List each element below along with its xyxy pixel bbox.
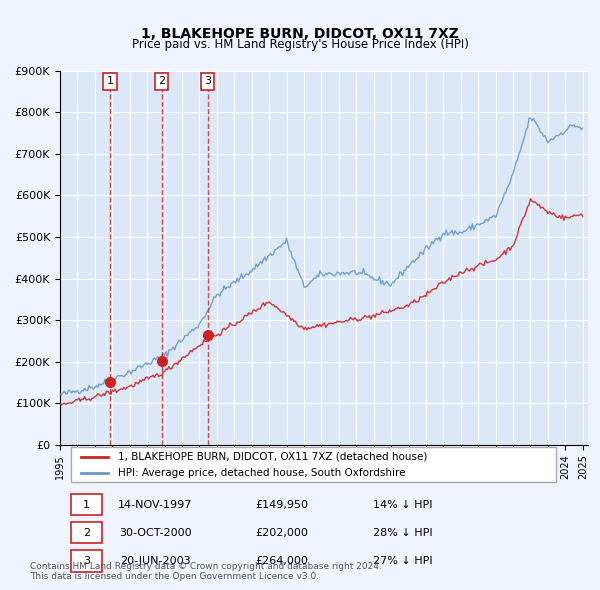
Text: 1: 1 [107,76,113,86]
Text: 28% ↓ HPI: 28% ↓ HPI [373,528,433,538]
Text: 1: 1 [83,500,90,510]
Text: 3: 3 [204,76,211,86]
Text: 14-NOV-1997: 14-NOV-1997 [118,500,192,510]
Text: £264,000: £264,000 [256,556,308,566]
Text: £149,950: £149,950 [255,500,308,510]
Text: Contains HM Land Registry data © Crown copyright and database right 2024.: Contains HM Land Registry data © Crown c… [30,562,382,571]
Text: 2: 2 [158,76,165,86]
Text: 1, BLAKEHOPE BURN, DIDCOT, OX11 7XZ (detached house): 1, BLAKEHOPE BURN, DIDCOT, OX11 7XZ (det… [118,452,427,462]
Text: This data is licensed under the Open Government Licence v3.0.: This data is licensed under the Open Gov… [30,572,319,581]
Text: 20-JUN-2003: 20-JUN-2003 [120,556,190,566]
FancyBboxPatch shape [71,550,102,572]
Text: Price paid vs. HM Land Registry's House Price Index (HPI): Price paid vs. HM Land Registry's House … [131,38,469,51]
Text: 30-OCT-2000: 30-OCT-2000 [119,528,191,538]
Text: 1, BLAKEHOPE BURN, DIDCOT, OX11 7XZ: 1, BLAKEHOPE BURN, DIDCOT, OX11 7XZ [141,27,459,41]
Text: 14% ↓ HPI: 14% ↓ HPI [373,500,433,510]
Text: £202,000: £202,000 [256,528,308,538]
FancyBboxPatch shape [71,447,556,482]
FancyBboxPatch shape [71,522,102,543]
Text: 3: 3 [83,556,90,566]
FancyBboxPatch shape [71,494,102,516]
Text: 27% ↓ HPI: 27% ↓ HPI [373,556,433,566]
Text: HPI: Average price, detached house, South Oxfordshire: HPI: Average price, detached house, Sout… [118,468,406,478]
Text: 2: 2 [83,528,90,538]
